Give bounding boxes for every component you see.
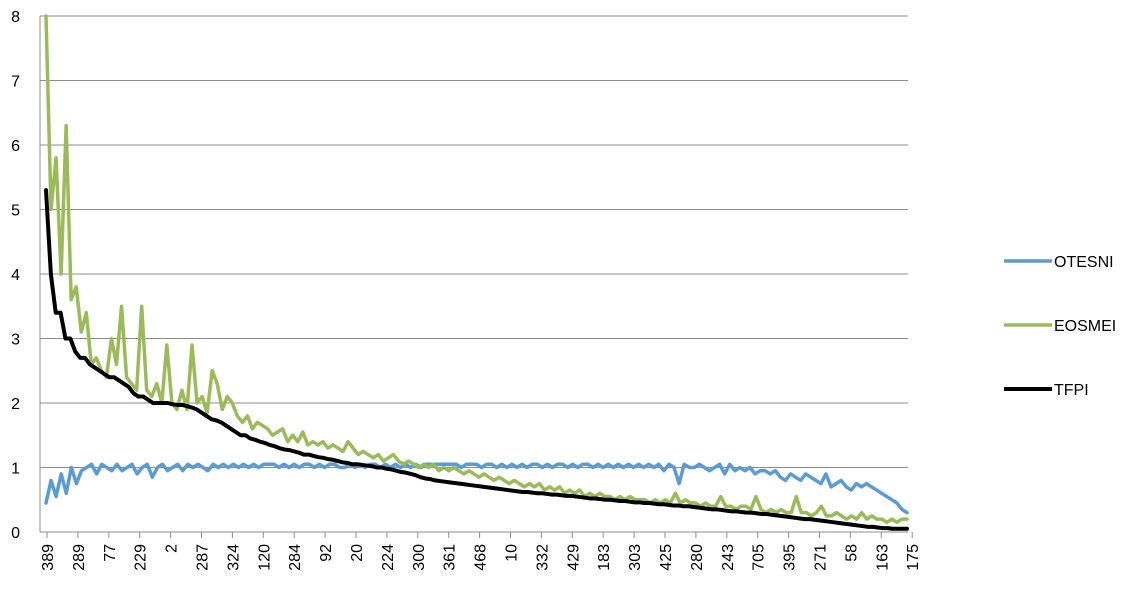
x-tick-label: 175 (905, 544, 922, 571)
x-tick-label: 287 (195, 544, 212, 571)
y-tick-label: 0 (11, 525, 20, 542)
x-tick-label: 468 (473, 544, 490, 571)
legend-label: OTESNI (1054, 254, 1114, 271)
x-tick-label: 243 (720, 544, 737, 571)
y-tick-label: 2 (11, 396, 20, 413)
x-tick-label: 271 (813, 544, 830, 571)
y-tick-labels: 0 1 2 3 4 5 6 7 8 (11, 9, 20, 542)
x-tick-label: 332 (534, 544, 551, 571)
x-tick-label: 429 (565, 544, 582, 571)
y-tick-label: 7 (11, 74, 20, 91)
x-tick-labels: 389 289 77 229 2 287 324 120 284 92 20 224 300 361 468… (40, 544, 922, 571)
series-lines (44, 14, 909, 531)
x-tick-label: 284 (287, 544, 304, 571)
y-tick-label: 6 (11, 138, 20, 155)
x-tick-label: 229 (133, 544, 150, 571)
x-tick-label: 361 (442, 544, 459, 571)
legend-item-tfpi: TFPI (1004, 382, 1089, 399)
x-tick-label: 289 (71, 544, 88, 571)
x-tick-label: 324 (225, 544, 242, 571)
series-line-tfpi (44, 188, 909, 531)
x-tick-label: 163 (874, 544, 891, 571)
x-tick-label: 10 (504, 544, 521, 562)
legend-label: TFPI (1054, 382, 1089, 399)
y-tick-label: 8 (11, 9, 20, 26)
x-tick-label: 2 (164, 544, 181, 553)
x-tick-label: 425 (658, 544, 675, 571)
y-tick-label: 1 (11, 461, 20, 478)
x-tick-label: 280 (689, 544, 706, 571)
x-tick-label: 705 (751, 544, 768, 571)
x-tick-label: 300 (411, 544, 428, 571)
x-tick-label: 183 (596, 544, 613, 571)
x-tick-label: 20 (349, 544, 366, 562)
x-tick-label: 389 (40, 544, 57, 571)
y-tick-label: 4 (11, 267, 20, 284)
axes (39, 16, 913, 538)
x-tick-label: 120 (256, 544, 273, 571)
y-tick-label: 5 (11, 203, 20, 220)
y-tick-label: 3 (11, 332, 20, 349)
series-line-otesni (44, 462, 909, 515)
x-tick-label: 77 (102, 544, 119, 562)
x-tick-label: 92 (318, 544, 335, 562)
legend-item-eosmei: EOSMEI (1004, 318, 1116, 335)
x-tick-label: 58 (843, 544, 860, 562)
legend: OTESNI EOSMEI TFPI (1004, 254, 1116, 399)
series-line-eosmei (44, 14, 909, 525)
x-tick-label: 224 (380, 544, 397, 571)
legend-label: EOSMEI (1054, 318, 1116, 335)
legend-item-otesni: OTESNI (1004, 254, 1114, 271)
x-tick-label: 303 (627, 544, 644, 571)
x-tick-label: 395 (782, 544, 799, 571)
